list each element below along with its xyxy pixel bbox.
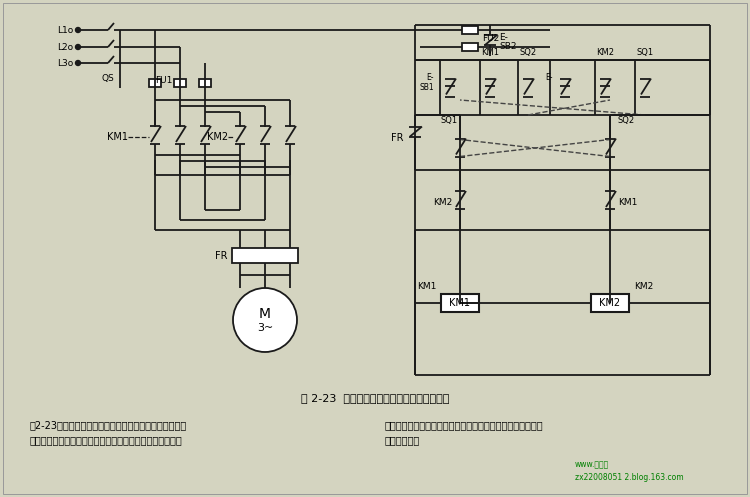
Text: FU2: FU2 — [482, 33, 500, 43]
Text: KM1: KM1 — [481, 48, 499, 57]
Bar — [199, 79, 211, 87]
Text: M: M — [259, 307, 271, 321]
Text: 图 2-23  用行程开关装置的自动往返控制线路: 图 2-23 用行程开关装置的自动往返控制线路 — [301, 393, 449, 403]
Text: SB1: SB1 — [419, 83, 434, 92]
Text: SQ2: SQ2 — [618, 115, 635, 125]
Text: 都能自动往返重复运行。该线路适用于需要自动往返连续运行: 都能自动往返重复运行。该线路适用于需要自动往返连续运行 — [385, 420, 544, 430]
Text: KM1: KM1 — [107, 132, 128, 142]
Text: E-: E- — [499, 32, 508, 42]
Text: FU1: FU1 — [155, 76, 172, 84]
Text: SQ1: SQ1 — [441, 115, 458, 125]
Text: 的生产设备。: 的生产设备。 — [385, 435, 420, 445]
Text: KM2: KM2 — [599, 298, 620, 308]
Text: L1o: L1o — [57, 25, 73, 34]
Text: E-: E- — [545, 73, 553, 82]
Text: FR: FR — [391, 133, 403, 143]
Text: KM1: KM1 — [449, 298, 470, 308]
Text: KM2: KM2 — [634, 282, 653, 291]
Text: 图2-23所示为用行程开关装置的自动往返控制线路，这是: 图2-23所示为用行程开关装置的自动往返控制线路，这是 — [30, 420, 188, 430]
Text: KM2: KM2 — [207, 132, 228, 142]
Bar — [174, 79, 186, 87]
Bar — [232, 248, 298, 263]
Circle shape — [76, 61, 80, 66]
Text: 种近似全自动的可逆运行控制线路。它的特点是每次起动后: 种近似全自动的可逆运行控制线路。它的特点是每次起动后 — [30, 435, 183, 445]
Circle shape — [76, 45, 80, 50]
Text: 3~: 3~ — [256, 323, 273, 333]
Text: KM2: KM2 — [433, 197, 452, 206]
Text: SB2: SB2 — [499, 42, 517, 51]
Text: E-: E- — [427, 73, 434, 82]
Text: L3o: L3o — [57, 59, 73, 68]
Circle shape — [76, 27, 80, 32]
Text: QS: QS — [102, 74, 114, 83]
Bar — [149, 79, 161, 87]
Bar — [462, 43, 478, 51]
Circle shape — [233, 288, 297, 352]
Text: KM1: KM1 — [417, 282, 436, 291]
Bar — [441, 294, 479, 312]
Text: KM1: KM1 — [618, 197, 638, 206]
Text: www.继电图: www.继电图 — [575, 461, 609, 470]
Text: KM2: KM2 — [596, 48, 614, 57]
Bar — [462, 26, 478, 34]
Text: zx22008051 2.blog.163.com: zx22008051 2.blog.163.com — [575, 473, 684, 482]
Bar — [591, 294, 629, 312]
Text: L2o: L2o — [57, 43, 73, 52]
Text: FR: FR — [215, 251, 228, 261]
Text: SQ1: SQ1 — [637, 48, 653, 57]
Text: SQ2: SQ2 — [520, 48, 536, 57]
